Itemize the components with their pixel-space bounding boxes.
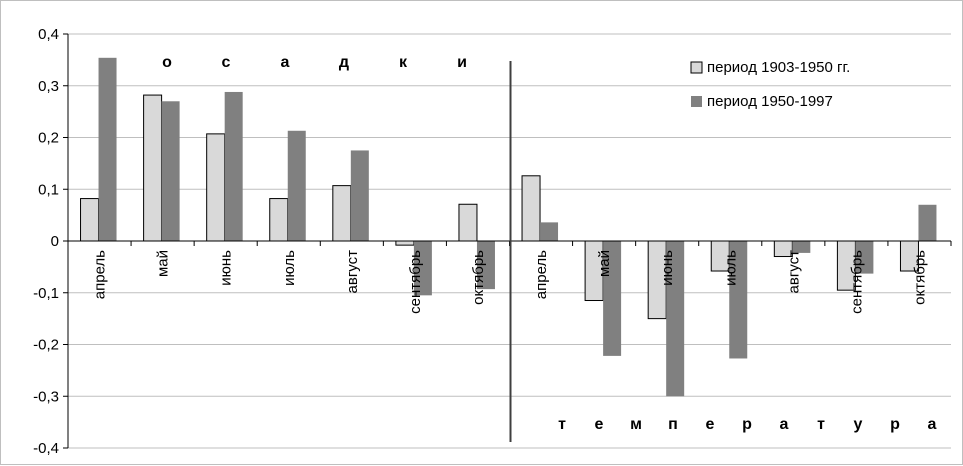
bar-series-1950-1997 bbox=[729, 241, 748, 359]
annotation-letter-temperature: у bbox=[854, 416, 863, 433]
bar-series-1950-1997 bbox=[603, 241, 622, 356]
bar-series-1950-1997 bbox=[350, 150, 369, 241]
category-label: сентябрь bbox=[848, 250, 865, 314]
annotation-letter-temperature: а bbox=[780, 416, 789, 433]
annotation-letter-precipitation: к bbox=[399, 54, 408, 71]
annotation-letter-precipitation: д bbox=[339, 54, 349, 71]
y-tick-label: 0,4 bbox=[38, 26, 59, 43]
category-label: август bbox=[785, 250, 802, 294]
annotation-letter-temperature: а bbox=[928, 416, 937, 433]
y-tick-label: 0,2 bbox=[38, 130, 59, 147]
category-labels: апрель май июнь июль август сентябрь октябрь ап… bbox=[92, 250, 929, 314]
annotation-letter-temperature: т bbox=[558, 416, 566, 433]
bar-series-1950-1997 bbox=[855, 241, 874, 274]
bar-series-1950-1997 bbox=[792, 241, 811, 253]
bar-series-1903-1950 bbox=[458, 203, 478, 242]
legend-label: период 1903-1950 гг. bbox=[707, 59, 850, 76]
y-tick-label: -0,2 bbox=[33, 337, 59, 354]
annotation-letter-temperature: р bbox=[742, 416, 752, 433]
bar-series-1903-1950 bbox=[521, 175, 541, 242]
bar-series-1950-1997 bbox=[98, 57, 117, 242]
legend-swatch bbox=[691, 96, 702, 107]
category-label: май bbox=[596, 250, 613, 277]
y-tick-label: -0,3 bbox=[33, 388, 59, 405]
bar-series-1950-1997 bbox=[666, 241, 685, 397]
bar-series-1950-1997 bbox=[161, 101, 180, 242]
bar-series-1903-1950 bbox=[80, 198, 100, 242]
axes bbox=[63, 33, 952, 449]
bar-series-1903-1950 bbox=[395, 240, 415, 246]
bar-series-1903-1950 bbox=[143, 94, 163, 242]
category-label: сентябрь bbox=[407, 250, 424, 314]
bar-series-1903-1950 bbox=[332, 185, 352, 242]
category-label: октябрь bbox=[911, 250, 928, 305]
annotation-letter-temperature: м bbox=[630, 416, 642, 433]
category-label: май bbox=[155, 250, 172, 277]
category-label: июль bbox=[281, 250, 298, 286]
category-label: июнь bbox=[659, 250, 676, 286]
bar-series-1950-1997 bbox=[540, 222, 559, 241]
bar-series-1950-1997 bbox=[918, 204, 937, 241]
annotation-letter-temperature: п bbox=[668, 416, 678, 433]
annotation-letter-temperature: р bbox=[890, 416, 900, 433]
y-tick-label: -0,4 bbox=[33, 440, 59, 457]
bar-series-1950-1997 bbox=[476, 241, 495, 290]
legend: период 1903-1950 гг. период 1950-1997 bbox=[690, 59, 850, 110]
y-tick-label: 0,3 bbox=[38, 78, 59, 95]
annotation-letter-precipitation: а bbox=[281, 54, 290, 71]
annotation-letter-temperature: т bbox=[817, 416, 825, 433]
y-tick-label: 0,1 bbox=[38, 181, 59, 198]
annotation-letter-precipitation: и bbox=[457, 54, 467, 71]
bars bbox=[80, 57, 937, 397]
bar-series-1950-1997 bbox=[413, 241, 432, 296]
legend-swatch bbox=[690, 61, 703, 74]
bar-series-1903-1950 bbox=[206, 133, 226, 242]
category-label: апрель bbox=[533, 250, 550, 299]
bar-series-1903-1950 bbox=[269, 198, 289, 242]
annotation-letter-precipitation: о bbox=[162, 54, 172, 71]
y-tick-label: -0,1 bbox=[33, 285, 59, 302]
annotation-letter-temperature: е bbox=[595, 416, 604, 433]
y-tick-labels: 0,4 0,3 0,2 0,1 0 -0,1 -0,2 -0,3 -0,4 bbox=[33, 26, 59, 457]
bar-series-1950-1997 bbox=[224, 91, 243, 242]
annotation-letter-precipitation: с bbox=[222, 54, 231, 71]
category-label: октябрь bbox=[470, 250, 487, 305]
bar-series-1950-1997 bbox=[287, 130, 306, 241]
category-label: июль bbox=[722, 250, 739, 286]
y-tick-label: 0 bbox=[51, 233, 59, 250]
legend-label: период 1950-1997 bbox=[707, 93, 833, 110]
annotation-letter-temperature: е bbox=[706, 416, 715, 433]
category-label: июнь bbox=[218, 250, 235, 286]
group-annotations: о с а д к и т е м п е р а т у р а bbox=[162, 54, 936, 433]
category-label: апрель bbox=[92, 250, 109, 299]
category-label: август bbox=[344, 250, 361, 294]
